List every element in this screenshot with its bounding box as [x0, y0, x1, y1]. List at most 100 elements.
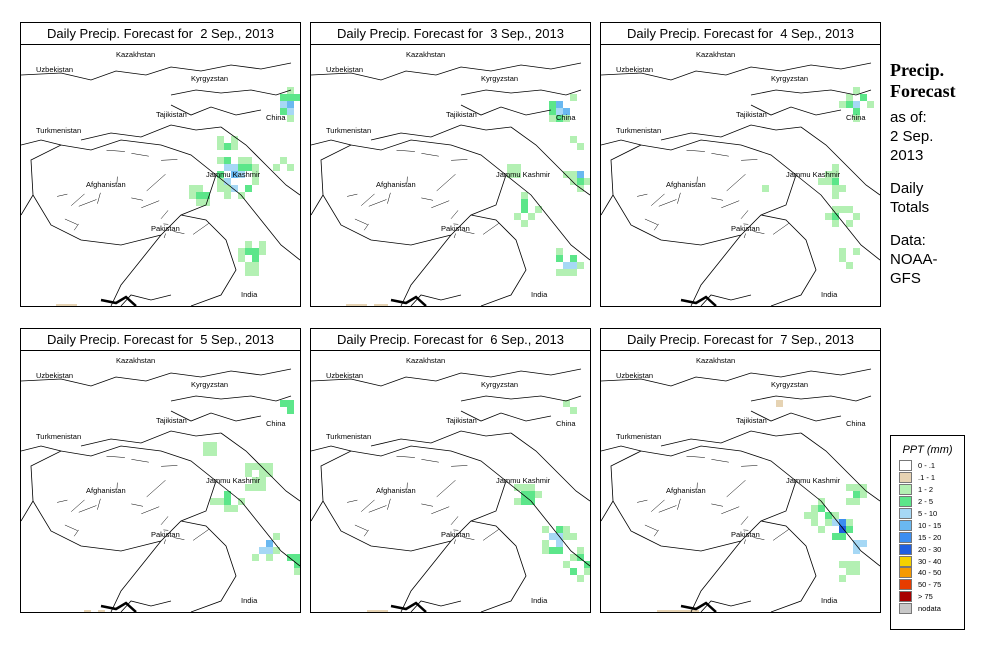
province-line — [347, 499, 358, 503]
border-line — [370, 124, 512, 141]
province-line — [726, 174, 746, 192]
province-line — [721, 200, 740, 209]
map-label-jammu-kashmir: Jammu Kashmir — [786, 476, 841, 485]
precip-cell — [217, 143, 224, 150]
precip-cell — [252, 484, 259, 491]
border-line — [311, 139, 352, 216]
map-label-pakistan: Pakistan — [731, 224, 760, 233]
map-label-turkmenistan: Turkmenistan — [326, 432, 371, 441]
precip-cell — [280, 101, 287, 108]
province-line — [64, 524, 78, 531]
precip-cell — [521, 484, 528, 491]
border-line — [21, 368, 292, 387]
border-line — [215, 432, 300, 567]
province-line — [637, 193, 648, 197]
precip-grid — [657, 400, 867, 612]
precip-cell — [577, 554, 584, 561]
precip-cell — [563, 526, 570, 533]
precip-cell — [825, 512, 832, 519]
precip-cell — [811, 512, 818, 519]
border-line — [21, 445, 62, 522]
precip-cell — [570, 178, 577, 185]
precip-cell — [259, 241, 266, 248]
border-line — [21, 62, 292, 81]
precip-grid — [367, 400, 590, 612]
precip-cell — [825, 178, 832, 185]
legend-item: 20 - 30 — [891, 543, 964, 555]
province-line — [711, 153, 729, 157]
precip-cell — [762, 185, 769, 192]
province-line — [173, 537, 185, 540]
precip-cell — [507, 164, 514, 171]
map-label-uzbekistan: Uzbekistan — [36, 371, 73, 380]
precip-cell — [839, 248, 846, 255]
province-line — [686, 149, 705, 152]
precip-cell — [252, 262, 259, 269]
coast-line — [680, 295, 717, 306]
legend-item: 30 - 40 — [891, 555, 964, 567]
precip-cell — [549, 101, 556, 108]
map-label-afghanistan: Afghanistan — [376, 486, 416, 495]
legend-label: 50 - 75 — [918, 580, 942, 590]
precip-cell — [217, 178, 224, 185]
border-line — [311, 445, 352, 522]
precip-cell — [70, 304, 77, 306]
province-line — [160, 210, 169, 219]
precip-cell — [217, 157, 224, 164]
precip-cell — [825, 519, 832, 526]
border-line — [170, 104, 262, 116]
precip-cell — [832, 164, 839, 171]
precip-cell — [535, 491, 542, 498]
province-line — [106, 455, 125, 458]
precip-cell — [853, 498, 860, 505]
province-line — [653, 223, 659, 231]
precip-cell — [238, 164, 245, 171]
border-line — [460, 104, 552, 116]
precip-cell — [535, 206, 542, 213]
precip-cell — [577, 575, 584, 582]
precip-cell — [374, 610, 381, 612]
coast-line — [390, 295, 427, 306]
precip-cell — [563, 533, 570, 540]
precip-map: Kazakhstan Uzbekistan Kyrgyzstan Tajikistan… — [21, 45, 300, 306]
precip-cell — [252, 248, 259, 255]
province-line — [740, 516, 749, 525]
precip-cell — [556, 255, 563, 262]
legend-label: 5 - 10 — [918, 509, 938, 518]
precip-cell — [563, 269, 570, 276]
province-line — [711, 503, 724, 507]
precip-cell — [196, 192, 203, 199]
map-label-pakistan: Pakistan — [731, 530, 760, 539]
legend-swatch — [899, 579, 912, 591]
precip-cell — [224, 164, 231, 171]
legend-item: 1 - 2 — [891, 484, 964, 496]
precip-cell — [846, 568, 853, 575]
precip-cell — [860, 484, 867, 491]
province-line — [387, 192, 391, 204]
precip-cell — [846, 220, 853, 227]
precip-cell — [252, 178, 259, 185]
precip-cell — [528, 213, 535, 220]
precip-cell — [853, 115, 860, 122]
precip-cell — [360, 304, 367, 306]
precip-cell — [245, 463, 252, 470]
precip-cell — [56, 304, 63, 306]
province-line — [192, 529, 210, 541]
totals-line2: Totals — [890, 199, 930, 216]
precip-map: Kazakhstan Uzbekistan Kyrgyzstan Tajikistan… — [311, 351, 590, 612]
panel-title: Daily Precip. Forecast for 5 Sep., 2013 — [21, 329, 300, 351]
precip-grid — [762, 87, 874, 269]
legend-item: .1 - 1 — [891, 472, 964, 484]
border-line — [690, 214, 817, 306]
precip-cell — [245, 157, 252, 164]
precip-cell — [280, 400, 287, 407]
border-line — [505, 126, 590, 261]
precip-cell — [245, 470, 252, 477]
border-lines — [311, 62, 590, 306]
data-label: Data: — [890, 232, 926, 249]
legend-label: 1 - 2 — [918, 485, 934, 495]
precip-cell — [238, 171, 245, 178]
precip-cell — [846, 498, 853, 505]
forecast-panel-4: Daily Precip. Forecast for 5 Sep., 2013 … — [20, 328, 301, 613]
border-line — [601, 368, 872, 387]
